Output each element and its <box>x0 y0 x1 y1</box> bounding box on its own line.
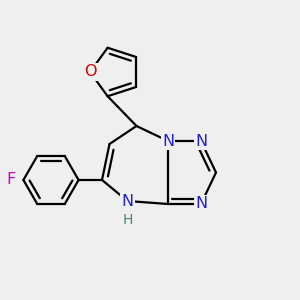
Text: N: N <box>195 134 207 148</box>
Text: N: N <box>195 196 207 211</box>
Text: F: F <box>6 172 15 188</box>
Text: N: N <box>162 134 174 148</box>
Text: H: H <box>122 214 133 227</box>
Text: N: N <box>122 194 134 208</box>
Text: O: O <box>84 64 96 80</box>
